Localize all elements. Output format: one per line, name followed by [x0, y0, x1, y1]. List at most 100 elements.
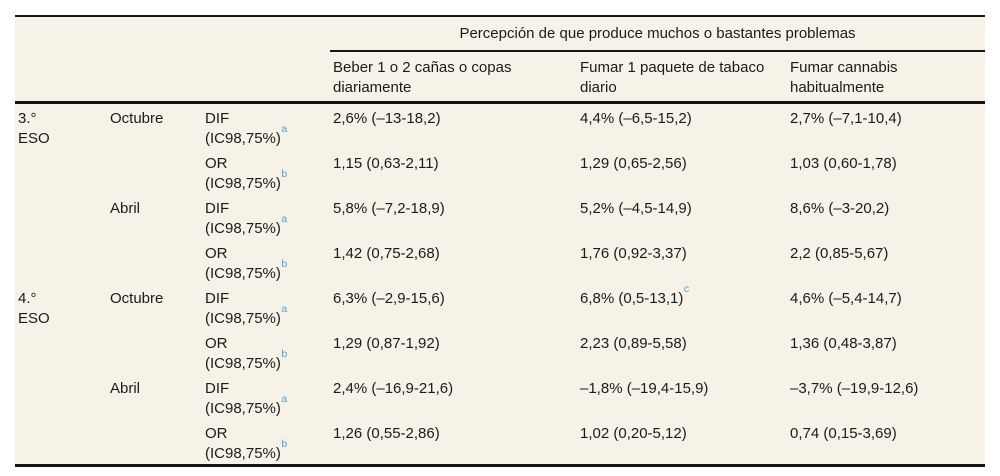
footnote-marker: b	[281, 258, 288, 270]
grade-line2: ESO	[18, 310, 50, 327]
table-row: 4.° ESO Octubre DIF (IC98,75%)a 6,3% (–2,9…	[15, 284, 985, 329]
value-cell-tabaco: 1,76 (0,92-3,37)	[580, 239, 790, 284]
footnote-marker: c	[683, 284, 690, 295]
measure-label: OR	[205, 155, 228, 172]
measure-label: DIF	[205, 200, 230, 217]
value-cell-tabaco: 1,29 (0,65-2,56)	[580, 149, 790, 194]
ci-label: (IC98,75%)	[205, 265, 281, 282]
month-cell: Octubre	[110, 110, 164, 127]
footnote-marker: b	[281, 438, 288, 450]
value-cell-cannabis: –3,7% (–19,9-12,6)	[790, 380, 919, 397]
measure-cell: DIF (IC98,75%)a	[205, 194, 333, 239]
measure-cell: DIF (IC98,75%)a	[205, 104, 333, 149]
footnote-marker: b	[281, 168, 288, 180]
value-text: 4,4% (–6,5-15,2)	[580, 110, 692, 127]
ci-label: (IC98,75%)	[205, 220, 281, 237]
ci-label: (IC98,75%)	[205, 175, 281, 192]
value-cell-beber: 2,6% (–13-18,2)	[333, 110, 441, 127]
table-row: Abril DIF (IC98,75%)a 2,4% (–16,9-21,6) –…	[15, 374, 985, 419]
value-text: 1,29 (0,65-2,56)	[580, 155, 687, 172]
ci-label: (IC98,75%)	[205, 400, 281, 417]
value-cell-cannabis: 2,2 (0,85-5,67)	[790, 245, 889, 262]
spanner-heading: Percepción de que produce muchos o basta…	[459, 25, 856, 42]
ci-label: (IC98,75%)	[205, 310, 281, 327]
grade-cell: 3.° ESO	[15, 104, 110, 149]
month-cell: Octubre	[110, 290, 164, 307]
value-cell-cannabis: 8,6% (–3-20,2)	[790, 200, 890, 217]
value-cell-beber: 6,3% (–2,9-15,6)	[333, 290, 445, 307]
measure-label: DIF	[205, 290, 230, 307]
grade-line1: 3.°	[18, 110, 37, 127]
table-body: 3.° ESO Octubre DIF (IC98,75%)a 2,6% (–13-…	[15, 104, 985, 464]
measure-cell: OR (IC98,75%)b	[205, 149, 333, 194]
measure-label: OR	[205, 425, 228, 442]
value-cell-tabaco: 2,23 (0,89-5,58)	[580, 329, 790, 374]
value-text: 1,76 (0,92-3,37)	[580, 245, 687, 262]
value-text: 5,2% (–4,5-14,9)	[580, 200, 692, 217]
value-text: –1,8% (–19,4-15,9)	[580, 380, 709, 397]
spanner-rule	[330, 50, 985, 52]
month-cell	[110, 329, 205, 374]
month-cell: Abril	[110, 380, 141, 397]
value-cell-cannabis: 1,03 (0,60-1,78)	[790, 155, 897, 172]
results-table: Percepción de que produce muchos o basta…	[15, 15, 985, 467]
value-cell-beber: 5,8% (–7,2-18,9)	[333, 200, 445, 217]
table-row: Abril DIF (IC98,75%)a 5,8% (–7,2-18,9) 5,…	[15, 194, 985, 239]
table-row: OR (IC98,75%)b 1,15 (0,63-2,11) 1,29 (0,6…	[15, 149, 985, 194]
value-cell-beber: 1,42 (0,75-2,68)	[333, 245, 440, 262]
footnote-marker: b	[281, 348, 288, 360]
column-header-cannabis: Fumar cannabis habitualmente	[790, 59, 898, 96]
footnote-marker: a	[281, 393, 288, 405]
month-cell: Abril	[110, 200, 141, 217]
value-cell-cannabis: 4,6% (–5,4-14,7)	[790, 290, 902, 307]
value-cell-beber: 2,4% (–16,9-21,6)	[333, 380, 454, 397]
table-row: OR (IC98,75%)b 1,26 (0,55-2,86) 1,02 (0,2…	[15, 419, 985, 464]
value-cell-tabaco: 5,2% (–4,5-14,9)	[580, 194, 790, 239]
month-cell	[110, 149, 205, 194]
grade-line2: ESO	[18, 130, 50, 147]
measure-label: OR	[205, 335, 228, 352]
table-row: 3.° ESO Octubre DIF (IC98,75%)a 2,6% (–13-…	[15, 104, 985, 149]
grade-cell	[15, 419, 110, 464]
value-cell-beber: 1,29 (0,87-1,92)	[333, 335, 440, 352]
value-text: 1,02 (0,20-5,12)	[580, 425, 687, 442]
month-cell	[110, 419, 205, 464]
footnote-marker: a	[281, 303, 288, 315]
value-cell-beber: 1,26 (0,55-2,86)	[333, 425, 440, 442]
grade-cell	[15, 374, 110, 419]
grade-cell	[15, 329, 110, 374]
grade-cell: 4.° ESO	[15, 284, 110, 329]
value-text: 6,8% (0,5-13,1)	[580, 290, 684, 307]
value-cell-cannabis: 0,74 (0,15-3,69)	[790, 425, 897, 442]
footnote-marker: a	[281, 123, 288, 135]
grade-cell	[15, 194, 110, 239]
measure-label: DIF	[205, 380, 230, 397]
value-cell-beber: 1,15 (0,63-2,11)	[333, 155, 439, 172]
measure-cell: DIF (IC98,75%)a	[205, 374, 333, 419]
grade-line1: 4.°	[18, 290, 37, 307]
grade-cell	[15, 149, 110, 194]
table-row: OR (IC98,75%)b 1,42 (0,75-2,68) 1,76 (0,9…	[15, 239, 985, 284]
measure-cell: OR (IC98,75%)b	[205, 329, 333, 374]
ci-label: (IC98,75%)	[205, 130, 281, 147]
measure-cell: OR (IC98,75%)b	[205, 239, 333, 284]
table-header: Percepción de que produce muchos o basta…	[15, 17, 985, 104]
ci-label: (IC98,75%)	[205, 445, 281, 462]
measure-label: OR	[205, 245, 228, 262]
ci-label: (IC98,75%)	[205, 355, 281, 372]
value-cell-cannabis: 1,36 (0,48-3,87)	[790, 335, 897, 352]
value-cell-cannabis: 2,7% (–7,1-10,4)	[790, 110, 902, 127]
measure-cell: DIF (IC98,75%)a	[205, 284, 333, 329]
measure-cell: OR (IC98,75%)b	[205, 419, 333, 464]
month-cell	[110, 239, 205, 284]
value-text: 2,23 (0,89-5,58)	[580, 335, 687, 352]
value-cell-tabaco: 6,8% (0,5-13,1)c	[580, 284, 790, 329]
value-cell-tabaco: 1,02 (0,20-5,12)	[580, 419, 790, 464]
grade-cell	[15, 239, 110, 284]
footnote-marker: a	[281, 213, 288, 225]
column-header-beber: Beber 1 o 2 cañas o copas diariamente	[333, 59, 512, 96]
measure-label: DIF	[205, 110, 230, 127]
column-header-tabaco: Fumar 1 paquete de tabaco diario	[580, 59, 765, 96]
table-row: OR (IC98,75%)b 1,29 (0,87-1,92) 2,23 (0,8…	[15, 329, 985, 374]
value-cell-tabaco: –1,8% (–19,4-15,9)	[580, 374, 790, 419]
